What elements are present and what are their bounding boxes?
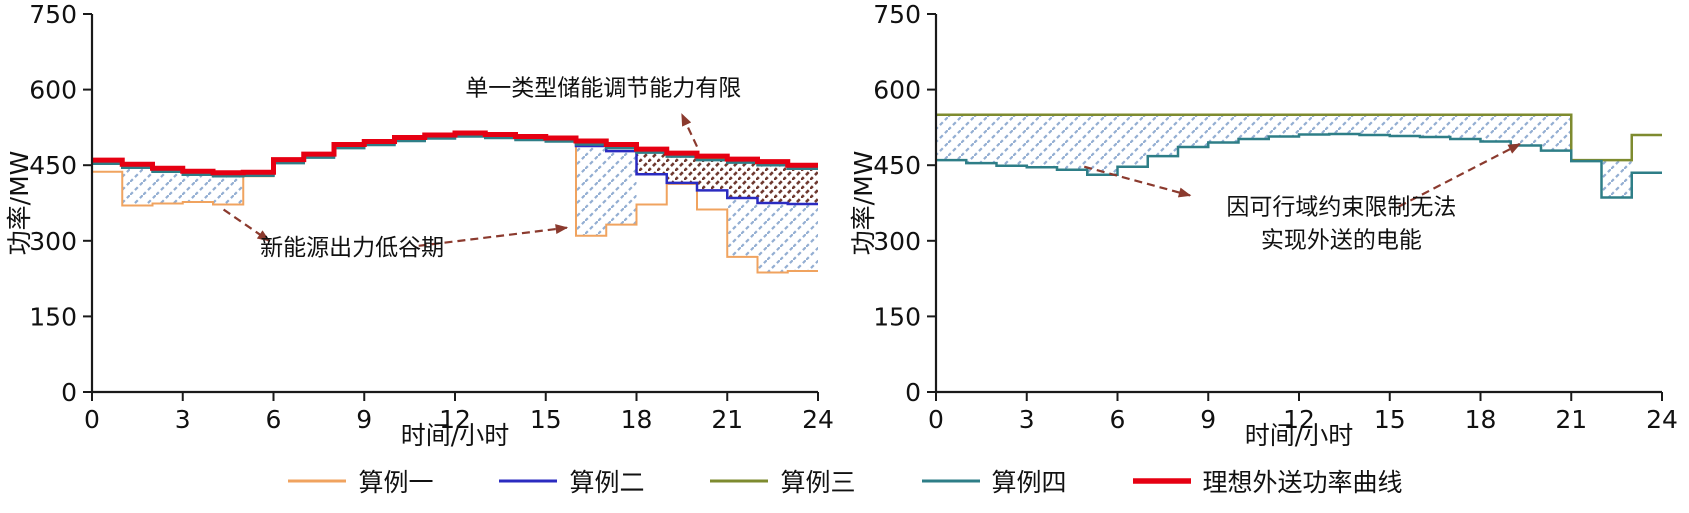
hatch-region <box>727 197 818 273</box>
legend-item-label: 算例四 <box>991 468 1067 497</box>
legend-item-case3: 算例三 <box>708 463 856 499</box>
x-tick-label: 18 <box>1465 405 1497 434</box>
y-tick-label: 750 <box>29 0 77 29</box>
y-tick-label: 750 <box>873 0 921 29</box>
x-tick-label: 12 <box>439 405 471 434</box>
left-chart: 0 150 300 450 600 750 0 3 6 9 12 15 18 21 24 时间/小时 功率/MW… <box>0 0 844 452</box>
y-tick-label: 0 <box>61 378 77 407</box>
y-tick-label: 600 <box>873 76 921 105</box>
series-line <box>936 113 1662 162</box>
y-tick-label: 150 <box>873 302 921 331</box>
series-line <box>936 132 1662 199</box>
x-tick-label: 12 <box>1283 405 1315 434</box>
y-tick-label: 150 <box>29 302 77 331</box>
legend-item-case4: 算例四 <box>920 463 1067 499</box>
y-axis-title: 功率/MW <box>5 151 34 256</box>
x-tick-label: 6 <box>1110 405 1126 434</box>
legend-line-icon <box>1132 478 1191 484</box>
annotation-arrow <box>222 208 270 242</box>
hatch-region <box>936 114 1632 198</box>
annotation-arrow <box>418 224 569 247</box>
axis-spines <box>90 14 818 394</box>
annotation-text: 因可行域约束限制无法实现外送的电能 <box>1226 195 1456 254</box>
y-tick-label: 0 <box>905 378 921 407</box>
legend-line-icon <box>499 479 558 483</box>
hatch-region <box>576 146 637 236</box>
x-tick-label: 3 <box>1019 405 1035 434</box>
chart-canvas: 0 150 300 450 600 750 0 3 6 9 12 15 18 21 24 时间/小时 功率/MW… <box>5 0 834 450</box>
x-axis-title: 时间/小时 <box>1245 421 1353 450</box>
annotation-arrow <box>1083 165 1192 198</box>
y-tick-label: 600 <box>29 76 77 105</box>
x-tick-label: 15 <box>1374 405 1406 434</box>
y-tick-label: 450 <box>873 151 921 180</box>
annotation-text: 单一类型储能调节能力有限 <box>465 76 741 102</box>
x-tick-label: 15 <box>530 405 562 434</box>
x-tick-label: 9 <box>1200 405 1216 434</box>
x-tick-label: 9 <box>356 405 372 434</box>
chart-canvas: 0 150 300 450 600 750 0 3 6 9 12 15 18 21 24 时间/小时 功率/MW… <box>849 0 1678 450</box>
y-tick-label: 300 <box>29 227 77 256</box>
x-tick-label: 24 <box>1646 405 1678 434</box>
legend: 算例一 算例二 算例三 算例四 理想外送功率曲线 <box>0 452 1689 510</box>
series-line <box>92 130 818 176</box>
x-axis-title: 时间/小时 <box>401 421 509 450</box>
x-tick-label: 0 <box>84 405 100 434</box>
legend-line-icon <box>921 479 980 483</box>
legend-line-icon <box>710 479 769 483</box>
legend-item-label: 算例二 <box>569 468 645 497</box>
legend-item-case2: 算例二 <box>497 463 644 499</box>
annotation-arrow <box>1398 143 1521 208</box>
y-tick-label: 300 <box>873 227 921 256</box>
legend-item-ideal-curve: 理想外送功率曲线 <box>1131 463 1403 499</box>
x-tick-label: 24 <box>802 405 834 434</box>
x-tick-label: 21 <box>1555 405 1587 434</box>
y-axis-title: 功率/MW <box>849 151 878 256</box>
legend-line-icon <box>288 479 347 483</box>
annotation-arrow <box>680 113 698 148</box>
legend-item-label: 理想外送功率曲线 <box>1202 468 1403 497</box>
y-tick-label: 450 <box>29 151 77 180</box>
legend-item-case1: 算例一 <box>286 463 433 499</box>
annotation-text: 新能源出力低谷期 <box>260 235 444 261</box>
x-tick-label: 0 <box>928 405 944 434</box>
charts-row: 0 150 300 450 600 750 0 3 6 9 12 15 18 21 24 时间/小时 功率/MW… <box>0 0 1688 452</box>
legend-item-label: 算例三 <box>780 468 856 497</box>
right-chart: 0 150 300 450 600 750 0 3 6 9 12 15 18 21 24 时间/小时 功率/MW… <box>844 0 1688 452</box>
legend-item-label: 算例一 <box>358 468 434 497</box>
x-tick-label: 18 <box>621 405 653 434</box>
x-tick-label: 21 <box>711 405 743 434</box>
x-tick-label: 3 <box>175 405 191 434</box>
x-tick-label: 6 <box>266 405 282 434</box>
